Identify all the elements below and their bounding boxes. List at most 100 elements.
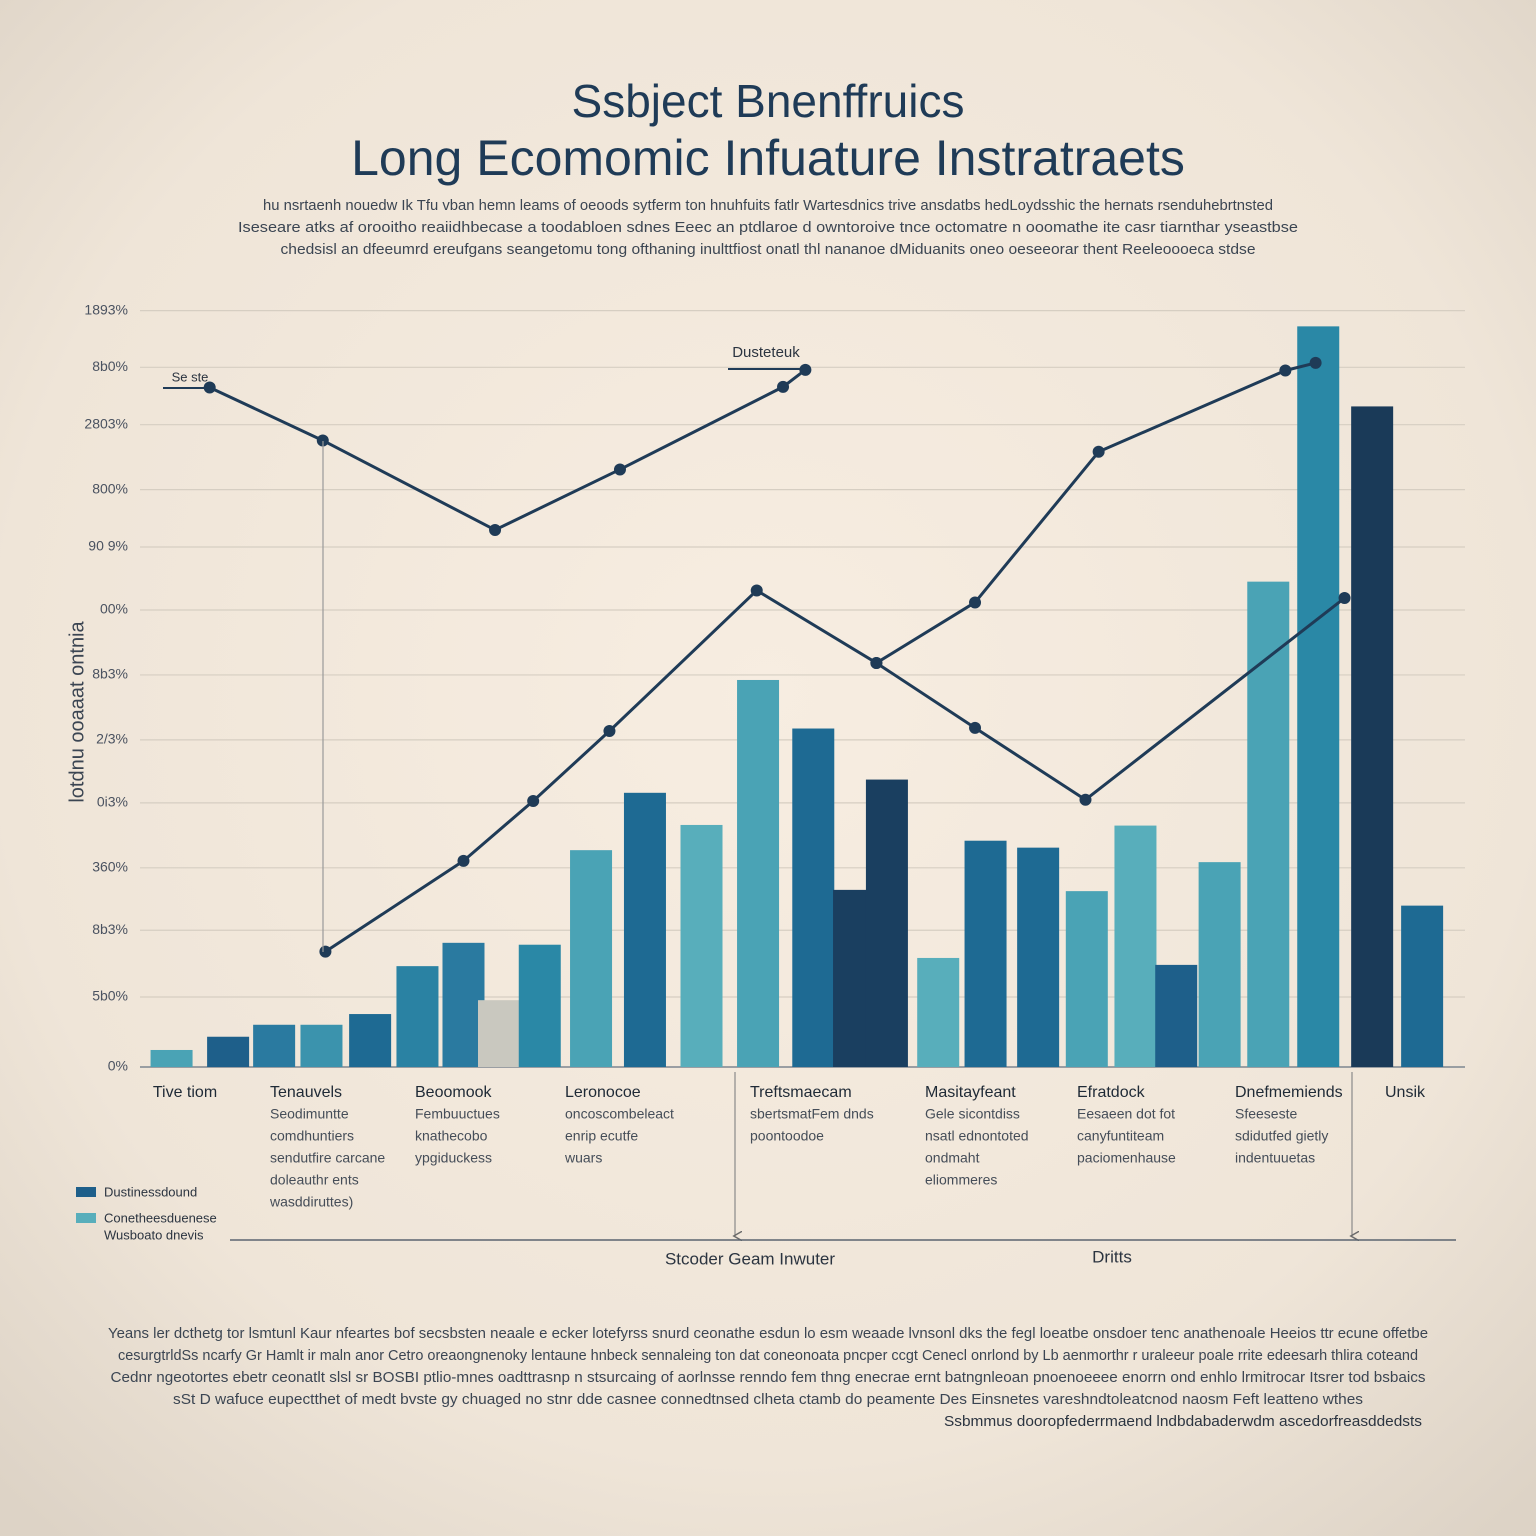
bar — [442, 942, 485, 1067]
footer-text: cesurgtrldSs ncarfy Gr Hamlt ir maln ano… — [118, 1347, 1418, 1364]
bar — [1198, 862, 1241, 1067]
category-detail: canyfuntiteam — [1077, 1128, 1164, 1144]
bar — [349, 1014, 392, 1067]
bar — [1351, 406, 1394, 1067]
legend-swatch — [76, 1187, 96, 1197]
bar — [396, 966, 439, 1067]
bar — [737, 679, 780, 1067]
y-tick-label: 0i3% — [97, 794, 128, 810]
y-tick-label: 5b0% — [92, 988, 128, 1004]
line-marker — [1079, 793, 1092, 806]
category-label: Treftsmaecam — [750, 1084, 852, 1101]
footer-text: Yeans ler dcthetg tor lsmtunl Kaur nfear… — [108, 1325, 1428, 1342]
bar — [518, 944, 561, 1067]
bar — [477, 1000, 520, 1067]
category-detail: wuars — [564, 1150, 602, 1166]
x-axis-label: Dritts — [1092, 1247, 1132, 1266]
legend-swatch — [76, 1213, 96, 1223]
bar — [964, 840, 1007, 1067]
category-detail: paciomenhause — [1077, 1150, 1176, 1166]
category-detail: comdhuntiers — [270, 1128, 354, 1144]
category-detail: indentuuetas — [1235, 1150, 1315, 1166]
line-marker — [969, 721, 982, 734]
x-axis-label: Stcoder Geam Inwuter — [665, 1249, 835, 1268]
line-marker — [777, 380, 790, 393]
bar — [253, 1024, 296, 1067]
bar — [1247, 581, 1290, 1067]
y-tick-label: 1893% — [84, 301, 128, 317]
category-detail: nsatl ednontoted — [925, 1128, 1029, 1144]
line-marker — [457, 854, 470, 867]
category-label: Beoomook — [415, 1084, 492, 1101]
category-label: Unsik — [1385, 1084, 1426, 1101]
y-tick-label: 0% — [108, 1058, 128, 1074]
category-detail: poontoodoe — [750, 1128, 824, 1144]
category-label: Leronocoe — [565, 1084, 641, 1101]
subtitle: chedsisl an dfeeumrd ereufgans seangetom… — [281, 241, 1256, 258]
line-marker — [603, 725, 616, 738]
chart-title: Ssbject Bnenffruics — [572, 75, 965, 127]
bar — [570, 850, 613, 1067]
line-marker — [1309, 356, 1322, 369]
line-marker — [799, 363, 812, 376]
y-tick-label: 8b3% — [92, 666, 128, 682]
y-tick-label: 2/3% — [96, 731, 128, 747]
line-marker — [1338, 592, 1351, 605]
line-marker — [527, 795, 540, 808]
annotation: Se ste — [172, 369, 209, 384]
category-detail: oncoscombeleact — [565, 1106, 674, 1122]
category-detail: sbertsmatFem dnds — [750, 1106, 874, 1122]
line-marker — [319, 945, 332, 958]
category-detail: knathecobo — [415, 1128, 488, 1144]
y-tick-label: 8b0% — [92, 358, 128, 374]
line-marker — [969, 596, 982, 609]
line-marker — [750, 584, 763, 597]
category-detail: ondmaht — [925, 1150, 980, 1166]
line-marker — [613, 463, 626, 476]
category-label: Tenauvels — [270, 1084, 342, 1101]
legend-note: Wusboato dnevis — [104, 1227, 204, 1242]
bar — [865, 779, 908, 1067]
legend-label: Dustinessdound — [104, 1184, 197, 1199]
bar — [150, 1049, 193, 1067]
bar — [792, 728, 835, 1067]
bar — [917, 957, 960, 1067]
category-detail: Sfeeseste — [1235, 1106, 1297, 1122]
annotation: Dusteteuk — [732, 344, 800, 361]
category-detail: wasddiruttes) — [269, 1194, 353, 1210]
category-detail: enrip ecutfe — [565, 1128, 638, 1144]
y-tick-label: 2803% — [84, 415, 128, 431]
footer-text: Cednr ngeotortes ebetr ceonatlt slsl sr … — [111, 1369, 1426, 1386]
category-detail: sdidutfed gietly — [1235, 1128, 1328, 1144]
y-tick-label: 360% — [92, 859, 128, 875]
bar — [1114, 825, 1157, 1067]
legend-label: Conetheesduenese — [104, 1210, 217, 1225]
bar — [1297, 326, 1340, 1067]
category-detail: Seodimuntte — [270, 1106, 349, 1122]
footer-text: sSt D wafuce eupectthet of medt bvste gy… — [173, 1391, 1363, 1408]
category-label: Masitayfeant — [925, 1084, 1016, 1101]
chart-title: Long Ecomomic Infuature Instratraets — [351, 130, 1185, 186]
subtitle: Iseseare atks af orooitho reaiidhbecase … — [238, 219, 1298, 236]
bar — [207, 1036, 250, 1067]
category-detail: Gele sicontdiss — [925, 1106, 1020, 1122]
bar — [1401, 905, 1444, 1067]
line-marker — [316, 434, 329, 447]
y-tick-label: 800% — [92, 480, 128, 496]
category-detail: Eesaeen dot fot — [1077, 1106, 1175, 1122]
line-marker — [1092, 445, 1105, 458]
category-label: Efratdock — [1077, 1084, 1146, 1101]
subtitle: hu nsrtaenh nouedw Ik Tfu vban hemn leam… — [263, 197, 1273, 214]
category-detail: Fembuuctues — [415, 1106, 500, 1122]
bar — [623, 792, 666, 1067]
category-detail: eliommeres — [925, 1172, 997, 1188]
y-tick-label: 8b3% — [92, 921, 128, 937]
y-axis-label: lotdnu ooaaat ontnia — [66, 620, 88, 802]
bar — [300, 1024, 343, 1067]
category-detail: ypgiduckess — [415, 1150, 492, 1166]
category-label: Dnefmemiends — [1235, 1084, 1343, 1101]
y-tick-label: 90 9% — [88, 538, 128, 554]
line-marker — [489, 523, 502, 536]
